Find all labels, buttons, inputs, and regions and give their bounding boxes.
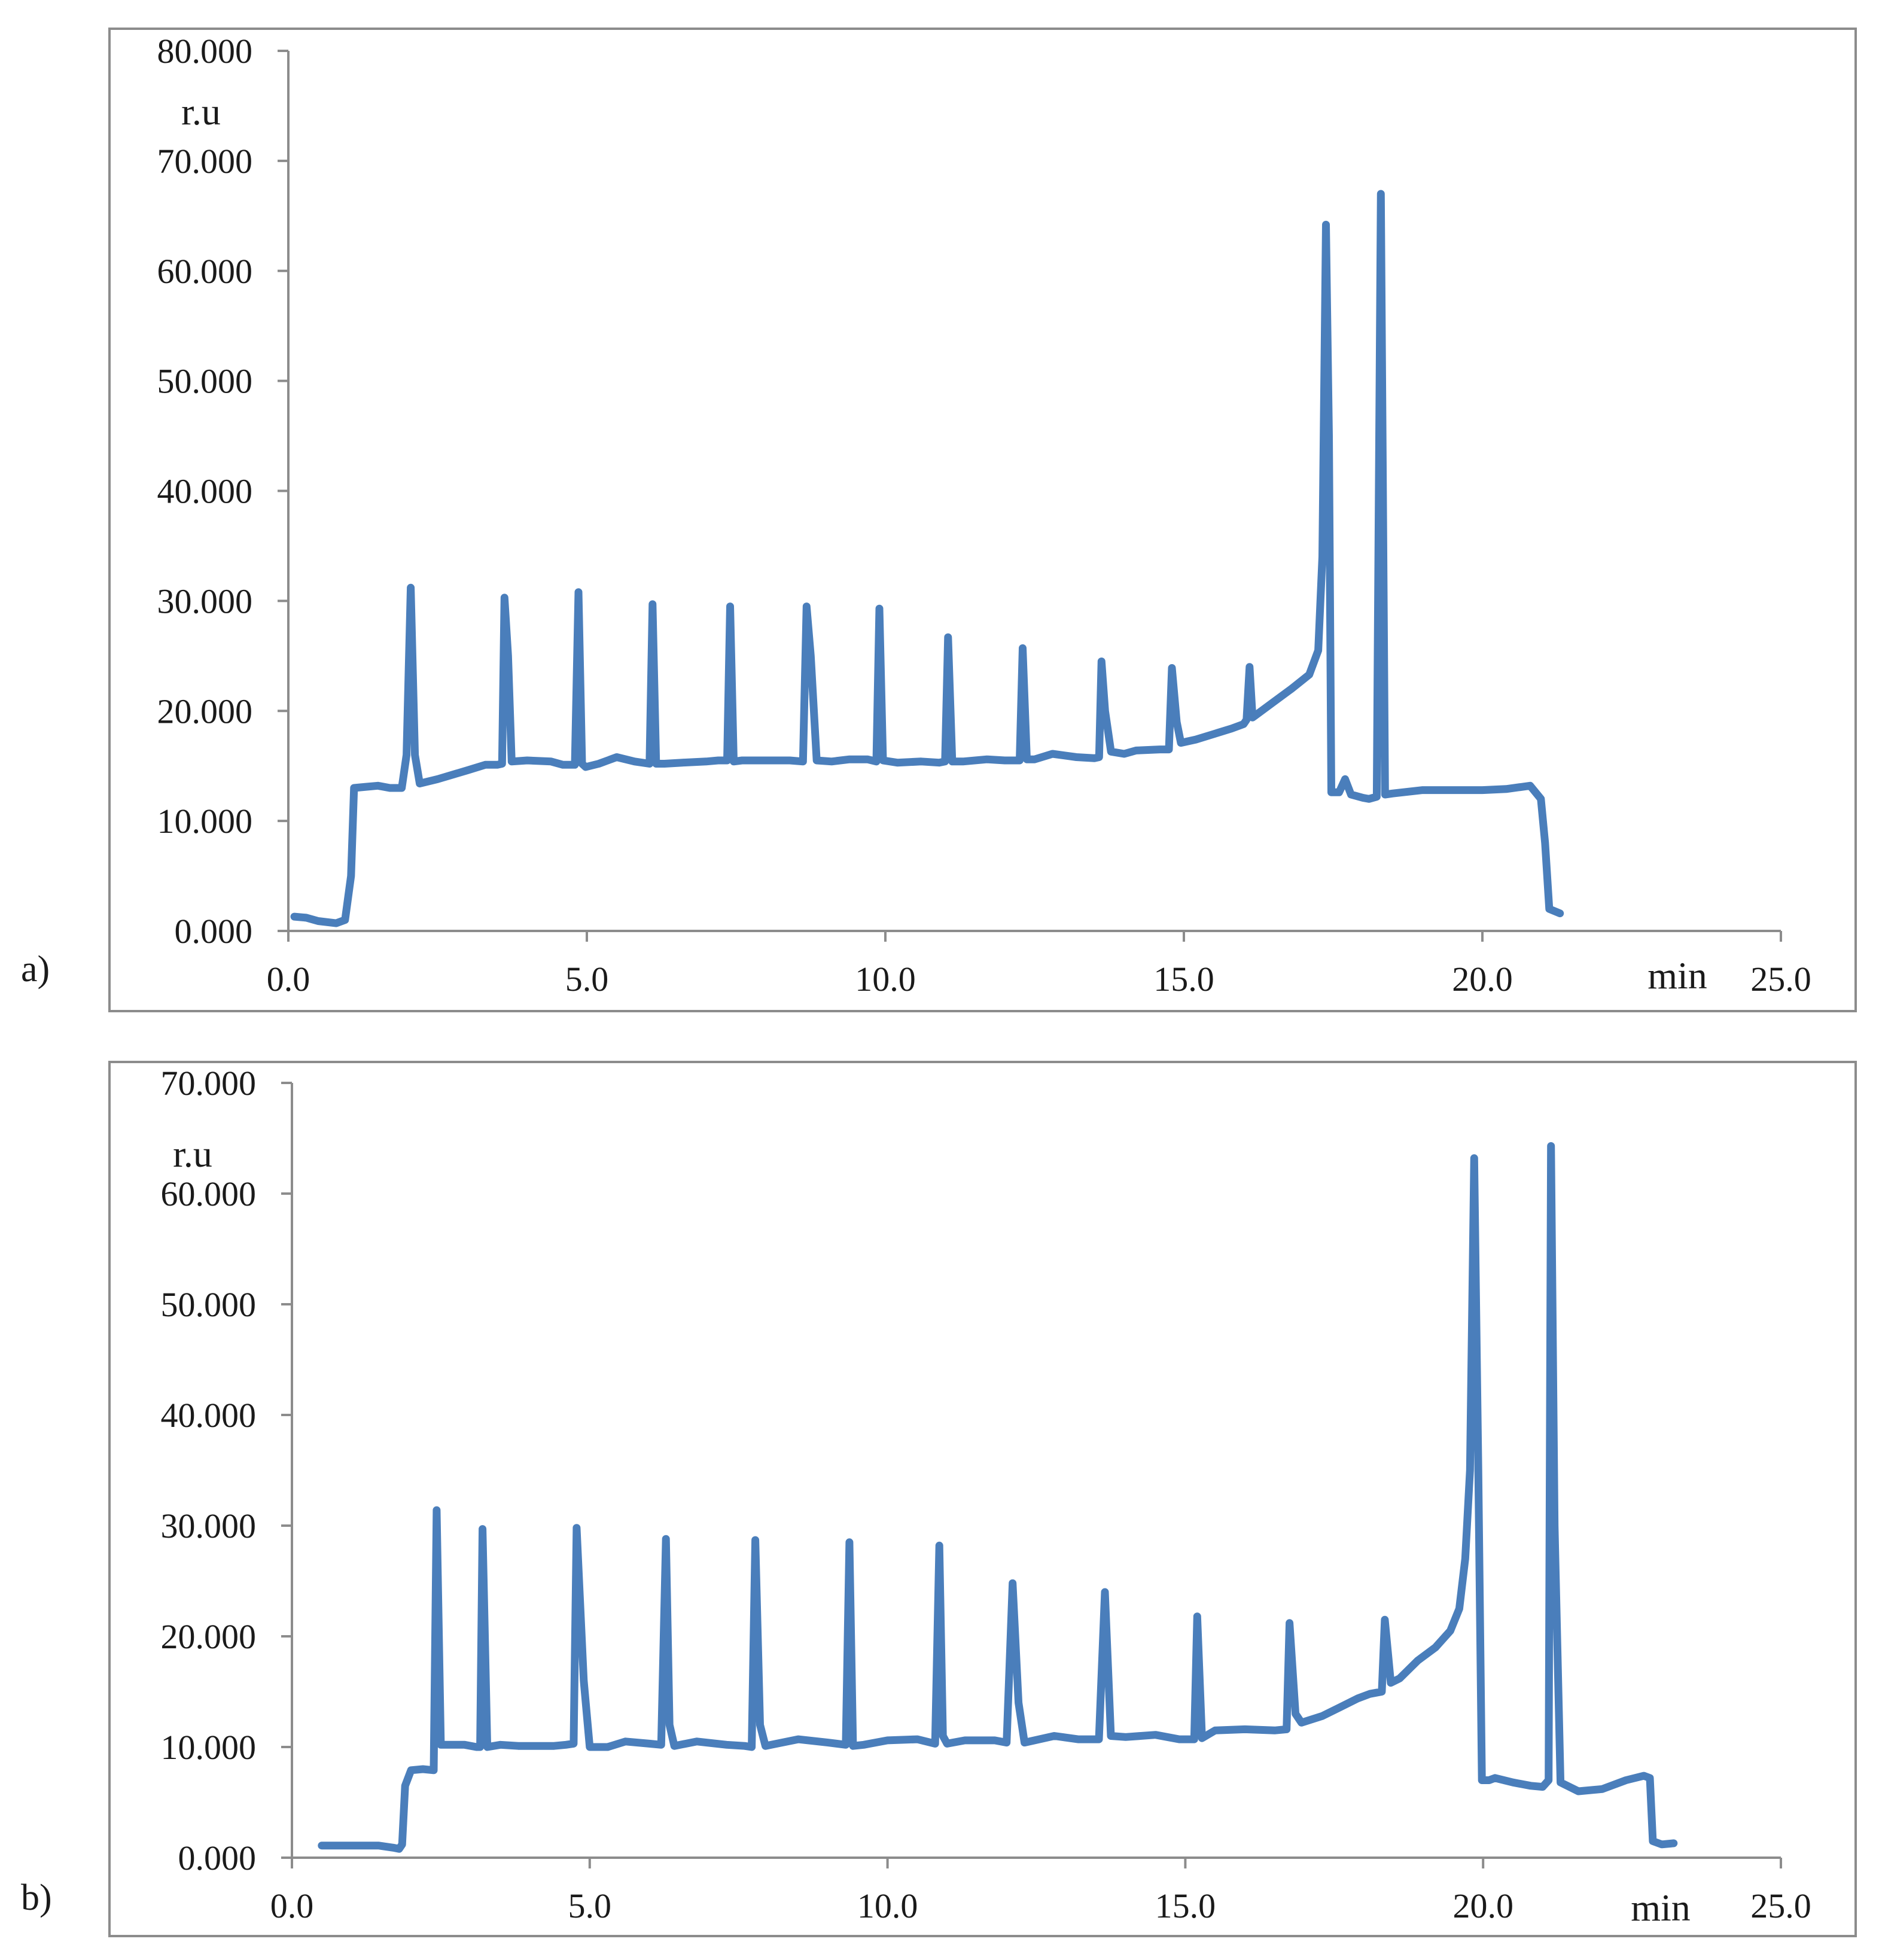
x-axis-label: min <box>1631 1886 1691 1929</box>
y-tick-label: 20.000 <box>157 692 253 731</box>
y-tick-label: 30.000 <box>157 582 253 620</box>
chart-panel-a: 0.000 10.000 20.000 30.000 40.000 50.000 60.00… <box>21 28 1857 1012</box>
y-tick-label: 40.000 <box>161 1396 257 1435</box>
y-tick-label: 50.000 <box>161 1285 257 1324</box>
series-line <box>318 1142 1678 1853</box>
y-tick-label: 0.000 <box>175 912 253 951</box>
y-tick-label: 10.000 <box>157 802 253 841</box>
y-tick-label: 60.000 <box>161 1174 257 1213</box>
panel-b-ticks: 0.000 10.000 20.000 30.000 40.000 50.000 60.00… <box>161 1064 1811 1925</box>
x-tick-label: 0.0 <box>270 1886 314 1925</box>
series-line <box>290 190 1564 927</box>
x-tick-label: 15.0 <box>1153 960 1214 999</box>
panel-a-series <box>290 190 1564 927</box>
panel-a-frame <box>108 28 1857 1012</box>
y-tick-label: 0.000 <box>178 1839 257 1877</box>
x-tick-label: 0.0 <box>267 960 310 999</box>
x-tick-label: 5.0 <box>568 1886 612 1925</box>
x-tick-label: 25.0 <box>1750 1886 1811 1925</box>
y-tick-label: 40.000 <box>157 472 253 511</box>
panel-b-frame <box>108 1061 1857 1937</box>
x-tick-label: 25.0 <box>1750 960 1811 999</box>
panel-label: b) <box>21 1877 52 1918</box>
x-axis-label: min <box>1647 954 1707 997</box>
y-axis-label: r.u <box>173 1133 212 1175</box>
y-axis-label: r.u <box>181 90 221 133</box>
x-tick-label: 10.0 <box>855 960 916 999</box>
y-tick-label: 20.000 <box>161 1617 257 1656</box>
chart-panel-b: 0.000 10.000 20.000 30.000 40.000 50.000 60.00… <box>21 1061 1857 1937</box>
y-tick-label: 60.000 <box>157 252 253 291</box>
y-tick-label: 70.000 <box>157 142 253 181</box>
y-tick-label: 70.000 <box>161 1064 257 1103</box>
y-tick-label: 10.000 <box>161 1728 257 1767</box>
x-tick-label: 5.0 <box>565 960 609 999</box>
panel-b-series <box>318 1142 1678 1853</box>
y-tick-label: 30.000 <box>161 1506 257 1545</box>
y-tick-label: 80.000 <box>157 32 253 71</box>
panel-a-ticks: 0.000 10.000 20.000 30.000 40.000 50.000 60.00… <box>157 32 1811 999</box>
panel-label: a) <box>21 949 50 990</box>
y-tick-label: 50.000 <box>157 362 253 401</box>
x-tick-label: 15.0 <box>1155 1886 1216 1925</box>
x-tick-label: 10.0 <box>857 1886 918 1925</box>
x-tick-label: 20.0 <box>1452 960 1513 999</box>
x-tick-label: 20.0 <box>1452 1886 1513 1925</box>
